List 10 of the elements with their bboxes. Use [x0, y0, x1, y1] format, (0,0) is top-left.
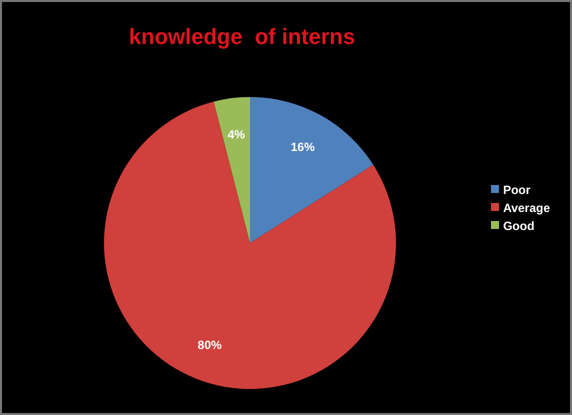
data-label: 4%: [228, 127, 246, 142]
pie-slice: [214, 97, 250, 243]
legend-label: Poor: [503, 182, 530, 196]
pie-slice: [104, 102, 396, 389]
legend-label: Average: [503, 200, 550, 214]
chart-title: knowledge of interns: [128, 24, 356, 50]
data-label: 80%: [198, 338, 222, 352]
data-label: 16%: [290, 140, 316, 154]
legend-label: Good: [503, 218, 534, 232]
pie-slice: [250, 97, 374, 243]
